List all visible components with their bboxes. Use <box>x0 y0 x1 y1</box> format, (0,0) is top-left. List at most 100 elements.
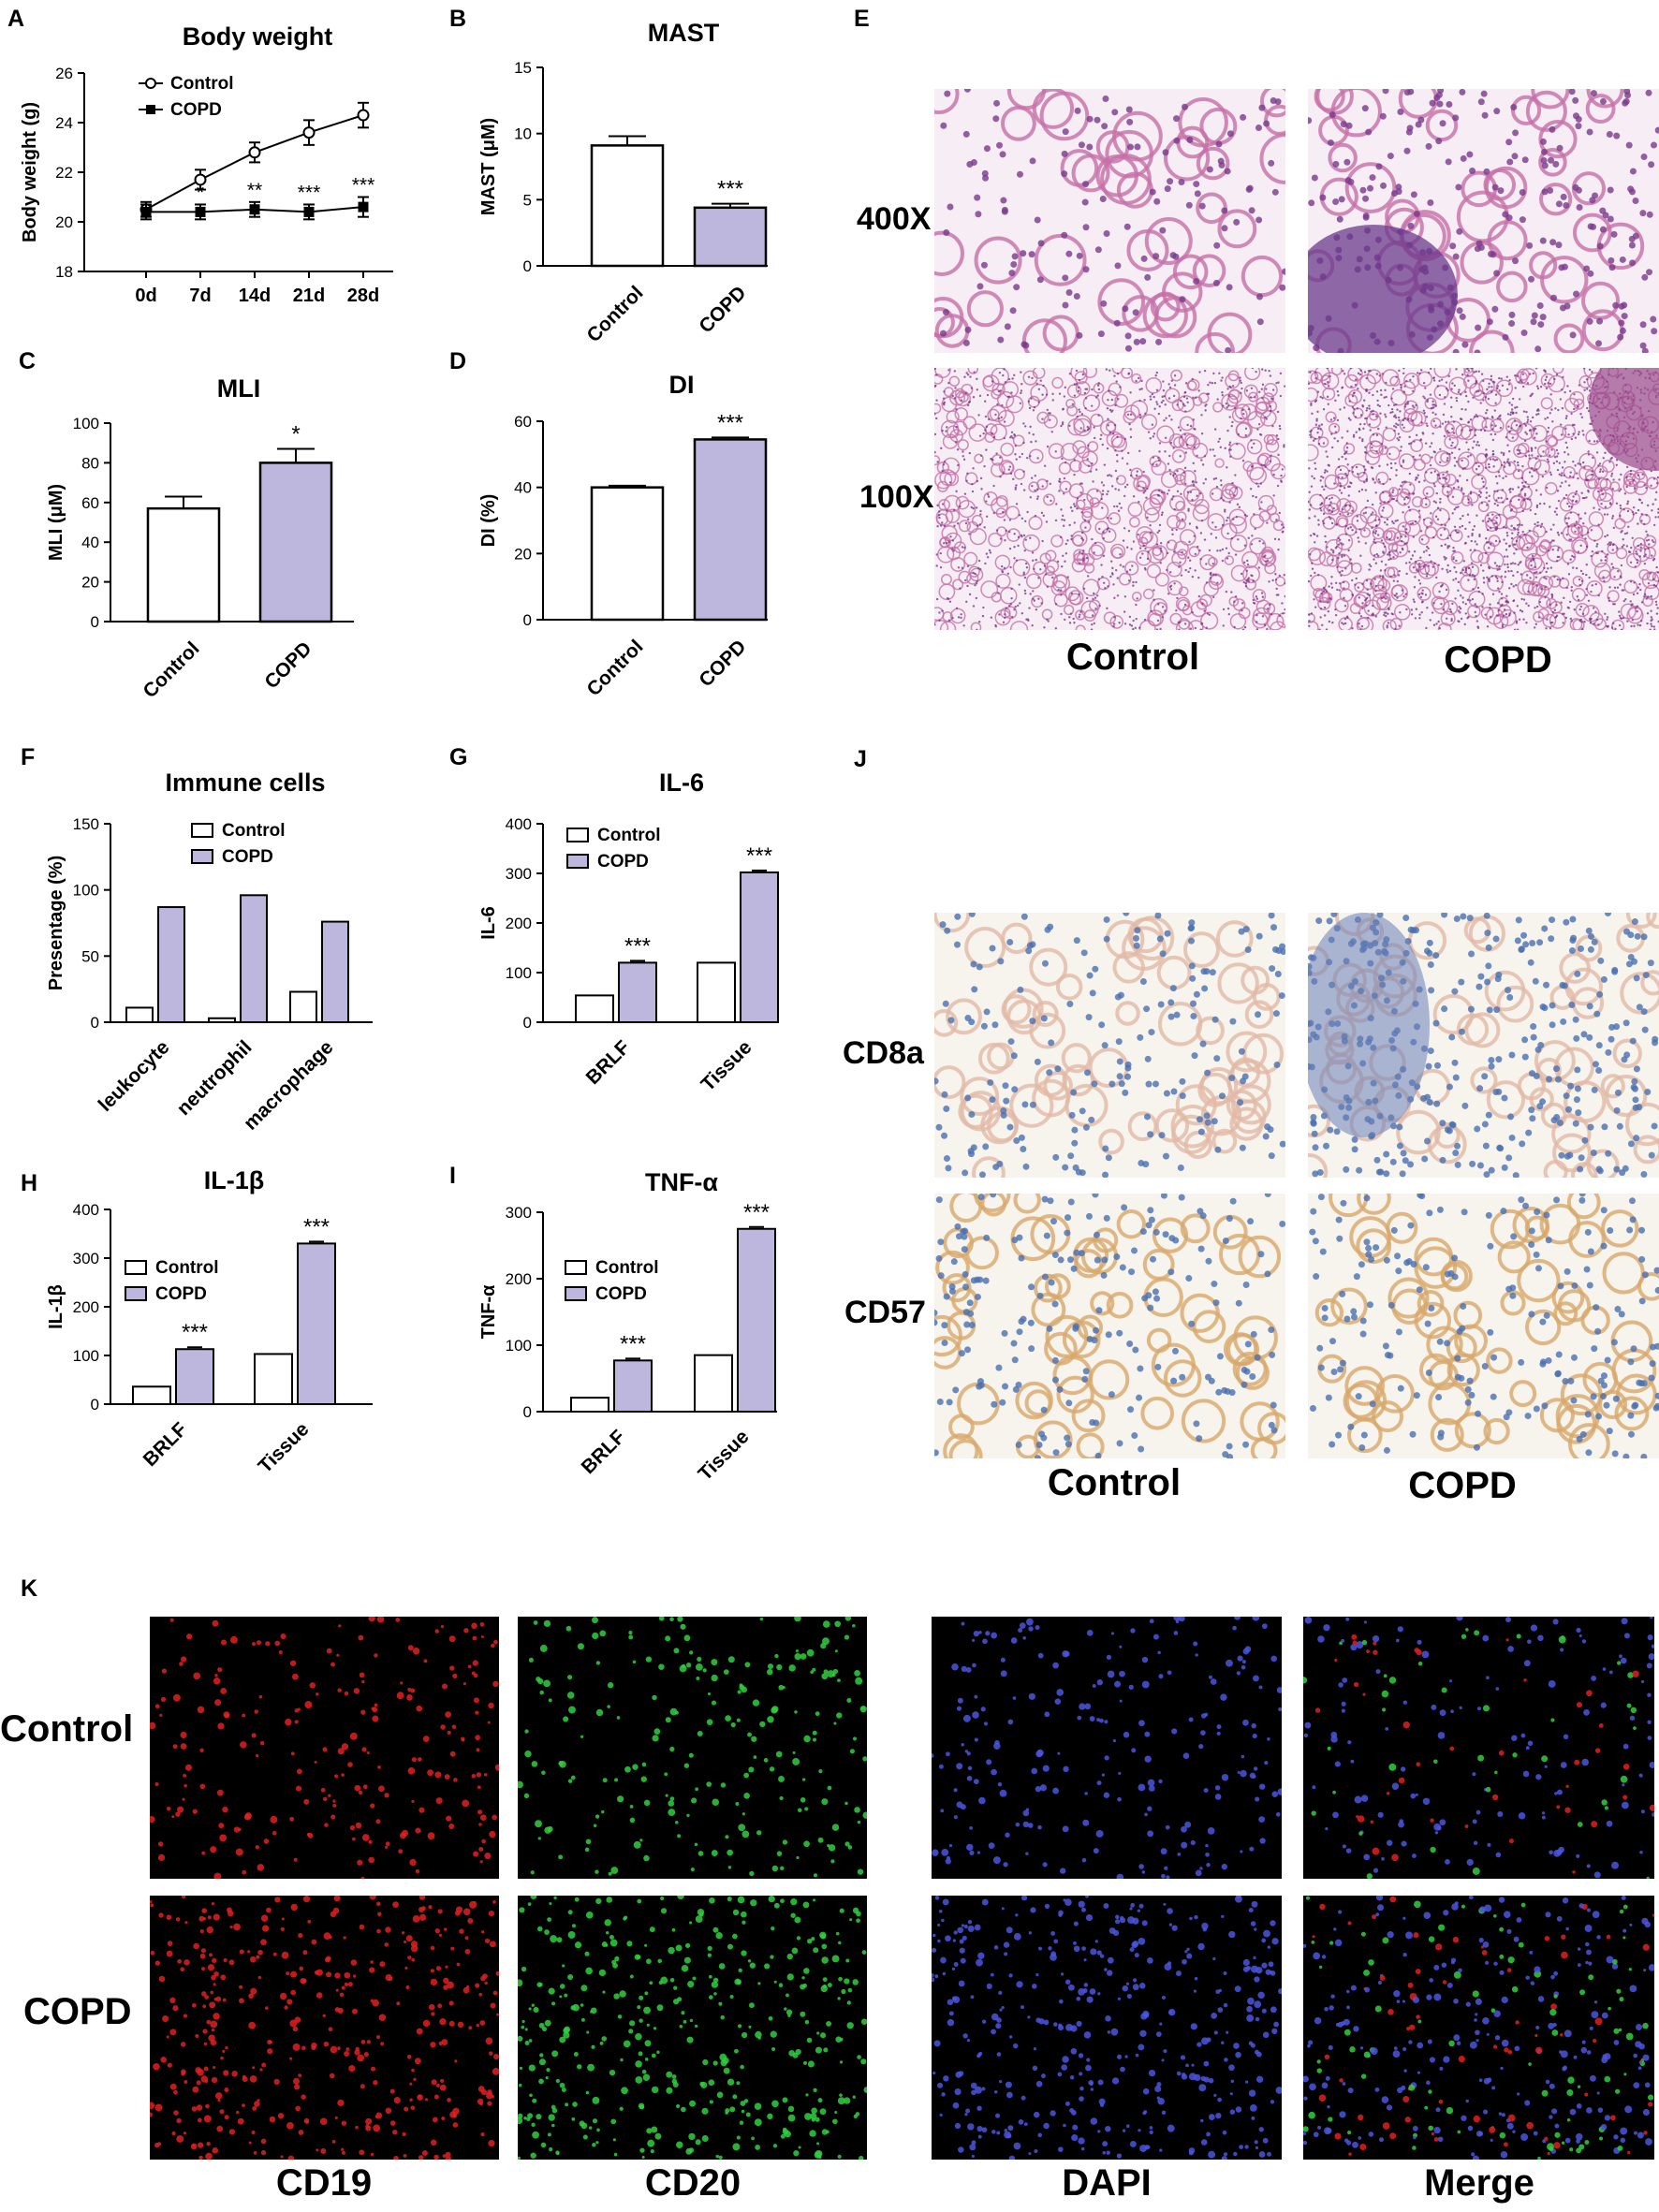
nucleus <box>1552 523 1555 526</box>
nucleus <box>1452 114 1460 122</box>
tissue-wall <box>1149 455 1162 468</box>
nucleus <box>1336 588 1339 592</box>
nucleus <box>1436 506 1440 509</box>
nucleus <box>1183 404 1186 407</box>
tissue-wall <box>1045 549 1057 562</box>
nucleus <box>1182 471 1186 474</box>
nucleus <box>1479 495 1482 498</box>
nucleus <box>1373 538 1376 541</box>
nucleus <box>1076 331 1083 339</box>
nucleus <box>1507 545 1511 548</box>
nucleus <box>1129 428 1133 431</box>
nucleus <box>1504 608 1506 611</box>
nucleus <box>1572 495 1575 498</box>
he-control-100x <box>934 368 1285 630</box>
y-axis-label: IL-1β <box>46 1284 66 1329</box>
tissue-wall <box>1231 407 1248 423</box>
nucleus <box>1200 432 1204 435</box>
nucleus <box>1346 527 1350 530</box>
nucleus <box>1230 591 1233 593</box>
tissue-wall <box>1183 1130 1212 1160</box>
nucleus <box>1411 521 1415 525</box>
nucleus <box>1364 542 1368 545</box>
nucleus <box>1337 556 1340 560</box>
tissue-wall <box>1259 89 1285 118</box>
nucleus <box>1102 554 1106 558</box>
nucleus <box>1015 458 1018 461</box>
nucleus <box>1102 1145 1109 1152</box>
nucleus <box>1651 141 1658 149</box>
tissue-wall <box>1546 545 1564 563</box>
nucleus <box>1647 547 1650 550</box>
nucleus <box>1541 188 1549 196</box>
nucleus <box>1081 198 1089 206</box>
nucleus <box>1487 397 1490 401</box>
nucleus <box>1351 470 1355 474</box>
nucleus <box>1380 515 1383 519</box>
nucleus <box>1633 581 1636 584</box>
nucleus <box>1155 543 1159 546</box>
nucleus <box>943 403 946 406</box>
nucleus <box>1573 407 1576 411</box>
nucleus <box>1482 379 1485 383</box>
tissue-wall <box>1129 516 1140 528</box>
nucleus <box>976 579 978 583</box>
tissue-wall <box>1539 183 1573 216</box>
nucleus <box>1474 245 1481 253</box>
tissue-wall <box>1013 468 1025 480</box>
nucleus <box>1255 216 1263 224</box>
nucleus <box>1309 433 1312 436</box>
nucleus <box>966 160 974 168</box>
nucleus <box>1261 615 1265 618</box>
nucleus <box>1607 215 1614 223</box>
nucleus <box>1395 403 1398 406</box>
nucleus <box>1073 622 1076 624</box>
nucleus <box>1097 382 1100 385</box>
tissue-wall <box>1073 549 1086 562</box>
nucleus <box>1440 534 1443 536</box>
nucleus <box>1346 616 1349 620</box>
nucleus <box>1643 522 1646 526</box>
nucleus <box>1407 1161 1415 1168</box>
nucleus <box>1091 462 1094 465</box>
nucleus <box>1009 472 1013 476</box>
nucleus <box>1610 230 1618 238</box>
nucleus <box>1404 403 1407 406</box>
nucleus <box>1244 433 1247 437</box>
nucleus <box>1091 537 1094 541</box>
tissue-wall <box>1434 450 1451 467</box>
nucleus <box>1479 491 1483 494</box>
nucleus <box>1475 444 1478 447</box>
tissue-wall <box>1075 499 1086 510</box>
nucleus <box>1644 1089 1652 1096</box>
nucleus <box>1402 461 1405 463</box>
tissue-wall <box>1061 1043 1092 1074</box>
nucleus <box>1543 382 1547 386</box>
nucleus <box>1590 554 1593 558</box>
nucleus <box>1162 388 1166 392</box>
nucleus <box>1560 601 1563 604</box>
nucleus <box>1426 572 1429 576</box>
nucleus <box>1554 407 1557 410</box>
nucleus <box>1258 104 1266 111</box>
nucleus <box>979 476 983 480</box>
nucleus <box>1212 372 1215 375</box>
nucleus <box>1162 399 1165 403</box>
nucleus <box>1148 1029 1155 1036</box>
nucleus <box>1132 934 1139 942</box>
nucleus <box>1006 1123 1014 1131</box>
nucleus <box>1591 549 1594 553</box>
nucleus <box>1383 501 1386 504</box>
nucleus <box>1177 426 1181 429</box>
tissue-wall <box>1265 439 1280 453</box>
nucleus <box>1558 461 1562 464</box>
nucleus <box>1415 608 1418 610</box>
nucleus <box>1453 525 1457 528</box>
nucleus <box>1271 425 1274 428</box>
y-tick-label: 200 <box>506 915 532 932</box>
nucleus <box>1016 170 1023 178</box>
nucleus <box>1315 419 1318 422</box>
nucleus <box>1338 571 1342 574</box>
nucleus <box>1138 388 1141 391</box>
nucleus <box>934 432 937 436</box>
